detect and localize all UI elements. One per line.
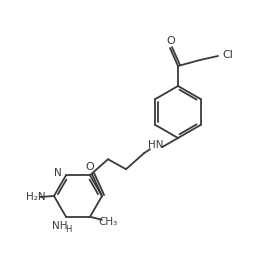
Text: O: O: [167, 36, 175, 46]
Text: HN: HN: [148, 140, 164, 150]
Text: CH₃: CH₃: [98, 217, 118, 227]
Text: NH: NH: [52, 221, 68, 231]
Text: H: H: [65, 225, 71, 234]
Text: O: O: [85, 162, 94, 172]
Text: Cl: Cl: [222, 50, 233, 60]
Text: N: N: [54, 168, 62, 178]
Text: H₂N: H₂N: [26, 192, 46, 202]
